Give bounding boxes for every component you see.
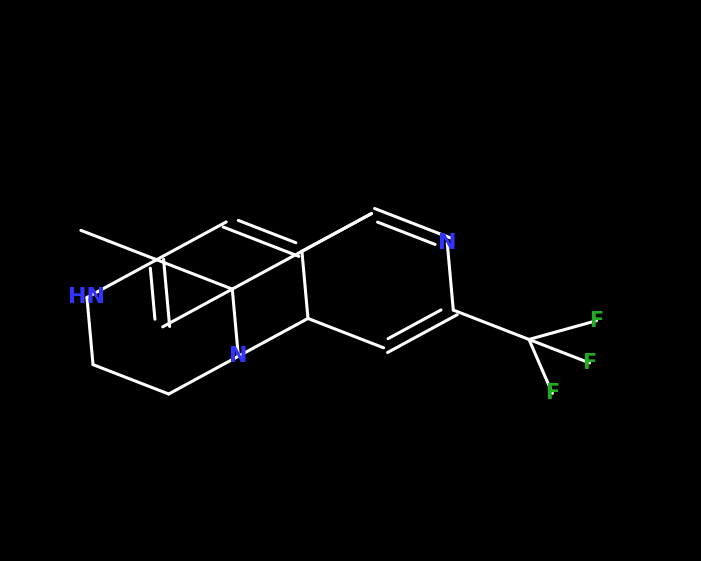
Text: F: F bbox=[545, 383, 559, 403]
Text: F: F bbox=[590, 311, 604, 331]
Text: N: N bbox=[229, 346, 247, 366]
Text: N: N bbox=[438, 233, 456, 253]
Text: F: F bbox=[583, 353, 597, 373]
Text: HN: HN bbox=[69, 287, 105, 307]
